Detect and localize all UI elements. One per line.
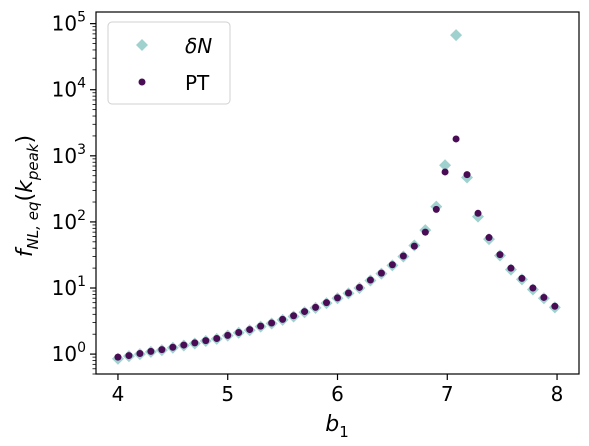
pt-point — [268, 319, 276, 327]
pt-point — [529, 284, 537, 292]
series-layer — [111, 29, 561, 365]
pt-point — [180, 341, 188, 349]
pt-point — [540, 293, 548, 301]
pt-point — [432, 205, 440, 213]
x-tick-label: 8 — [551, 382, 564, 406]
pt-point — [169, 343, 177, 351]
pt-point — [410, 242, 418, 250]
legend-label-pt: PT — [185, 71, 210, 95]
pt-point — [496, 251, 504, 259]
pt-point — [441, 168, 449, 176]
pt-point — [323, 299, 331, 307]
pt-point — [366, 276, 374, 284]
pt-point — [213, 335, 221, 343]
pt-point — [246, 326, 254, 334]
legend-marker-pt — [138, 78, 146, 86]
pt-point — [312, 303, 320, 311]
x-tick-label: 4 — [112, 382, 125, 406]
x-tick-label: 6 — [331, 382, 344, 406]
y-tick-label: 100 — [52, 340, 86, 366]
pt-point — [355, 283, 363, 291]
pt-point — [518, 274, 526, 282]
pt-point — [224, 331, 232, 339]
y-axis-label: fNL, eq(kpeak) — [13, 135, 42, 257]
pt-point — [421, 228, 429, 236]
pt-point — [114, 353, 122, 361]
pt-point — [301, 308, 309, 316]
x-tick-label: 7 — [441, 382, 454, 406]
x-tick-label: 5 — [221, 382, 234, 406]
y-tick-label: 104 — [52, 76, 86, 102]
pt-point — [344, 289, 352, 297]
pt-point — [158, 346, 166, 354]
y-tick-label: 103 — [52, 142, 86, 168]
pt-point — [147, 347, 155, 355]
pt-point — [485, 234, 493, 242]
pt-point — [279, 315, 287, 323]
pt-point — [399, 252, 407, 260]
deltaN-point — [450, 29, 463, 42]
legend-label-deltaN: δN — [185, 34, 212, 58]
x-axis: 4 5 6 7 8 — [112, 374, 564, 406]
y-tick-label: 101 — [52, 274, 86, 300]
pt-point — [452, 135, 460, 143]
pt-point — [463, 171, 471, 179]
pt-point — [125, 352, 133, 360]
pt-point — [388, 261, 396, 269]
pt-point — [235, 329, 243, 337]
pt-point — [191, 339, 199, 347]
pt-point — [377, 269, 385, 277]
legend: δN PT — [107, 21, 231, 105]
y-axis: 100 101 102 103 104 105 — [52, 10, 96, 375]
legend-marker-deltaN — [136, 39, 148, 51]
pt-point — [290, 312, 298, 320]
pt-point — [334, 294, 341, 302]
pt-point — [551, 302, 559, 310]
x-axis-label: b1 — [325, 412, 349, 441]
pt-point — [136, 350, 144, 358]
deltaN-point — [439, 159, 452, 172]
pt-point — [507, 264, 515, 272]
pt-point — [474, 209, 482, 217]
y-tick-label: 102 — [52, 208, 86, 234]
pt-point — [257, 322, 265, 330]
y-tick-label: 105 — [52, 10, 86, 36]
pt-point — [202, 337, 210, 345]
